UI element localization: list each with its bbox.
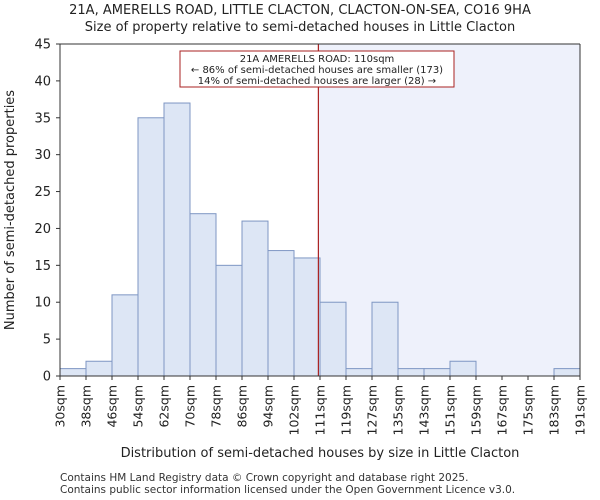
larger-region-shade — [318, 44, 580, 376]
bar-143sqm — [423, 368, 451, 377]
y-tick-label-25: 25 — [34, 185, 51, 200]
annotation-line1: 21A AMERELLS ROAD: 110sqm — [240, 54, 395, 65]
footer-licence: Contains public sector information licen… — [60, 484, 516, 496]
x-tick-label-119sqm: 119sqm — [339, 385, 354, 435]
footer-copyright: Contains HM Land Registry data © Crown c… — [60, 472, 469, 484]
bar-54sqm — [137, 117, 165, 377]
x-tick-label-102sqm: 102sqm — [287, 385, 302, 435]
bar-46sqm — [111, 294, 139, 377]
bar-70sqm — [189, 213, 217, 377]
bar-94sqm — [267, 250, 295, 377]
bar-78sqm — [215, 264, 243, 377]
bar-151sqm — [449, 360, 477, 377]
bar-119sqm — [345, 368, 373, 377]
y-axis-label: Number of semi-detached properties — [3, 90, 18, 330]
y-tick-label-15: 15 — [34, 259, 51, 274]
bar-135sqm — [397, 368, 425, 377]
histogram-chart: 0 5 10 15 20 25 30 35 40 45 30sqm 38sqm 46sqm 54sqm 62… — [3, 38, 588, 462]
annotation-line2: ← 86% of semi-detached houses are smalle… — [191, 65, 443, 76]
x-tick-label-167sqm: 167sqm — [495, 385, 510, 435]
y-tick-label-40: 40 — [34, 74, 51, 89]
x-tick-label-46sqm: 46sqm — [105, 385, 120, 428]
x-tick-label-54sqm: 54sqm — [131, 385, 146, 428]
x-tick-label-151sqm: 151sqm — [443, 385, 458, 435]
x-tick-label-70sqm: 70sqm — [183, 385, 198, 428]
x-tick-label-175sqm: 175sqm — [521, 385, 536, 435]
y-tick-label-5: 5 — [43, 333, 51, 348]
y-tick-label-20: 20 — [34, 222, 51, 237]
bar-38sqm — [85, 360, 113, 377]
annotation-box — [179, 50, 455, 88]
bar-30sqm — [59, 368, 87, 377]
chart-subtitle: Size of property relative to semi-detach… — [84, 20, 516, 35]
bar-102sqm — [293, 257, 321, 377]
x-tick-label-191sqm: 191sqm — [573, 385, 588, 435]
x-tick-label-143sqm: 143sqm — [417, 385, 432, 435]
x-tick-label-159sqm: 159sqm — [469, 385, 484, 435]
x-tick-label-127sqm: 127sqm — [365, 385, 380, 435]
y-tick-label-0: 0 — [43, 370, 51, 385]
y-tick-label-45: 45 — [34, 38, 51, 53]
bar-62sqm — [163, 102, 191, 377]
x-axis-label: Distribution of semi-detached houses by … — [121, 446, 520, 461]
bar-111sqm — [319, 301, 347, 377]
x-tick-label-30sqm: 30sqm — [53, 385, 68, 428]
bar-183sqm — [553, 368, 581, 377]
x-tick-label-62sqm: 62sqm — [157, 385, 172, 428]
x-tick-label-183sqm: 183sqm — [547, 385, 562, 435]
x-tick-label-38sqm: 38sqm — [79, 385, 94, 428]
x-tick-label-86sqm: 86sqm — [235, 385, 250, 428]
chart-title: 21A, AMERELLS ROAD, LITTLE CLACTON, CLAC… — [69, 3, 531, 18]
y-tick-label-10: 10 — [34, 296, 51, 311]
bar-127sqm — [371, 301, 399, 377]
x-tick-label-78sqm: 78sqm — [209, 385, 224, 428]
x-tick-label-135sqm: 135sqm — [391, 385, 406, 435]
x-tick-label-111sqm: 111sqm — [313, 385, 328, 435]
annotation-line3: 14% of semi-detached houses are larger (… — [198, 76, 436, 87]
y-tick-label-35: 35 — [34, 111, 51, 126]
bar-86sqm — [241, 220, 269, 377]
y-tick-label-30: 30 — [34, 148, 51, 163]
x-tick-label-94sqm: 94sqm — [261, 385, 276, 428]
